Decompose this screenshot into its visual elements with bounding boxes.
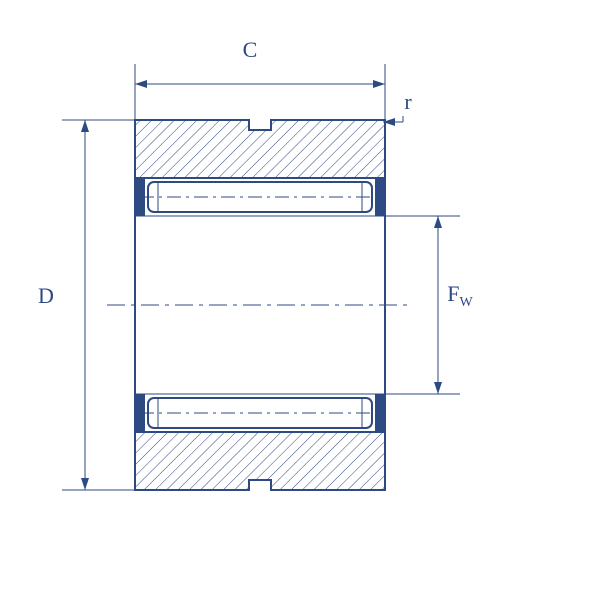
- label-C: C: [243, 37, 258, 63]
- label-D: D: [38, 283, 54, 309]
- label-Fw: FW: [447, 281, 472, 311]
- label-r: r: [404, 89, 411, 115]
- engineering-drawing: [0, 0, 600, 600]
- hatch-bottom: [135, 432, 385, 490]
- diagram-stage: C D FW r: [0, 0, 600, 600]
- hatch-top: [135, 120, 385, 178]
